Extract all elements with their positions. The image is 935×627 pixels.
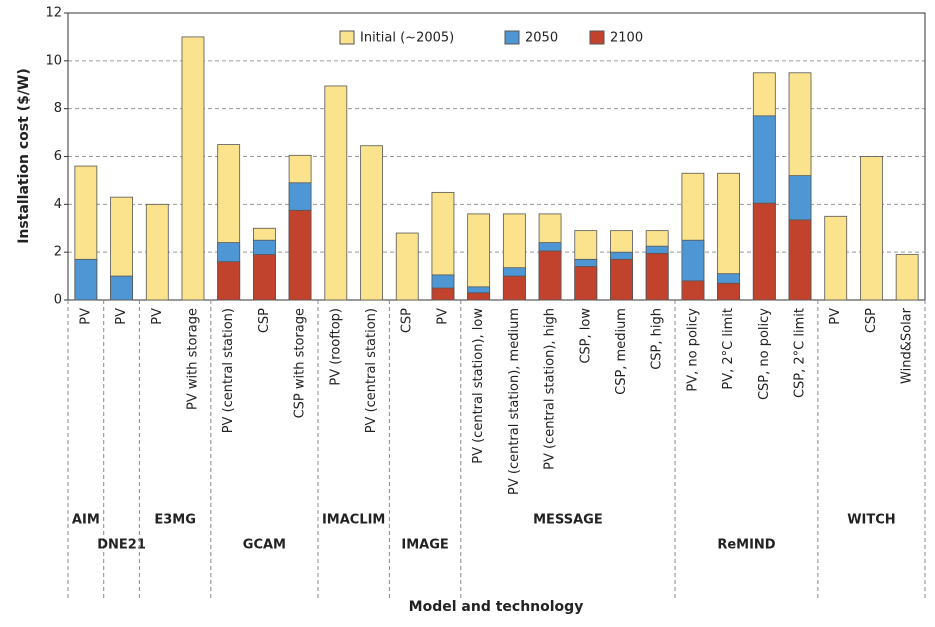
bar bbox=[431, 287, 455, 301]
x-tick-label: PV, no policy bbox=[685, 308, 700, 392]
x-tick-label: CSP, medium bbox=[614, 308, 629, 395]
y-axis-title: Installation cost ($/W) bbox=[16, 68, 32, 244]
x-tick-label: PV bbox=[150, 308, 165, 325]
legend-label: 2050 bbox=[525, 31, 558, 46]
x-tick-label: PV with storage bbox=[185, 308, 200, 410]
x-tick-label: Wind&Solar bbox=[900, 307, 915, 384]
x-tick-label: CSP bbox=[400, 308, 415, 333]
x-tick-label: CSP, no policy bbox=[757, 308, 772, 400]
x-tick-label: PV (central station) bbox=[221, 308, 236, 433]
bar bbox=[860, 156, 883, 301]
bar bbox=[788, 219, 812, 301]
group-label: DNE21 bbox=[97, 538, 146, 553]
x-tick-label: PV bbox=[828, 308, 843, 325]
x-tick-label: PV (rooftop) bbox=[328, 308, 343, 386]
legend-swatch bbox=[504, 30, 520, 45]
x-tick-label: PV, 2°C limit bbox=[721, 308, 736, 390]
bar bbox=[145, 203, 169, 301]
bar bbox=[395, 232, 419, 301]
y-tick-label: 0 bbox=[54, 293, 62, 308]
x-tick-label: CSP, 2°C limit bbox=[793, 308, 808, 398]
group-label: IMACLIM bbox=[322, 513, 385, 528]
bar bbox=[538, 250, 562, 301]
legend-swatch bbox=[589, 30, 605, 45]
y-tick-label: 2 bbox=[54, 245, 62, 260]
x-tick-label: CSP bbox=[257, 308, 272, 333]
group-label: AIM bbox=[72, 513, 100, 528]
bar bbox=[752, 202, 776, 301]
y-tick-label: 4 bbox=[54, 197, 62, 212]
bar bbox=[181, 36, 205, 301]
plot-frame bbox=[67, 12, 926, 301]
x-tick-label: PV (central station) bbox=[364, 308, 379, 433]
y-tick-label: 6 bbox=[54, 149, 62, 164]
x-tick-label: PV bbox=[435, 308, 450, 325]
y-tick-label: 8 bbox=[54, 101, 62, 116]
bar bbox=[360, 145, 383, 301]
group-label: ReMIND bbox=[717, 538, 775, 553]
y-tick-label: 12 bbox=[45, 6, 62, 21]
y-tick-label: 10 bbox=[45, 53, 62, 68]
group-label: MESSAGE bbox=[533, 513, 603, 528]
bar bbox=[717, 282, 741, 301]
bar bbox=[74, 258, 98, 301]
x-tick-label: CSP bbox=[864, 308, 879, 333]
bar bbox=[645, 252, 669, 301]
bar bbox=[217, 261, 241, 301]
bar bbox=[574, 266, 598, 301]
bar bbox=[324, 85, 348, 301]
x-tick-label: PV bbox=[114, 308, 129, 325]
x-axis-title: Model and technology bbox=[409, 599, 584, 615]
legend-label: Initial (~2005) bbox=[360, 31, 454, 46]
bar bbox=[610, 258, 633, 301]
bar bbox=[288, 209, 312, 301]
legend-label: 2100 bbox=[610, 31, 643, 46]
legend-swatch bbox=[339, 30, 355, 45]
x-tick-label: CSP, high bbox=[650, 308, 665, 370]
bar bbox=[110, 275, 133, 301]
x-tick-label: CSP with storage bbox=[293, 308, 308, 418]
x-tick-label: CSP, low bbox=[578, 308, 593, 364]
bar bbox=[467, 292, 491, 301]
x-tick-label: PV (central station), low bbox=[471, 308, 486, 464]
group-label: GCAM bbox=[243, 538, 286, 553]
group-label: WITCH bbox=[847, 513, 895, 528]
bar bbox=[252, 254, 276, 301]
bar bbox=[681, 280, 705, 301]
x-tick-label: PV (central station), medium bbox=[507, 308, 522, 495]
bar bbox=[895, 254, 919, 301]
x-tick-label: PV (central station), high bbox=[543, 308, 558, 470]
bar bbox=[824, 215, 848, 301]
x-tick-label: PV bbox=[78, 308, 93, 325]
group-label: E3MG bbox=[154, 513, 196, 528]
bar bbox=[502, 275, 526, 301]
group-label: IMAGE bbox=[401, 538, 448, 553]
